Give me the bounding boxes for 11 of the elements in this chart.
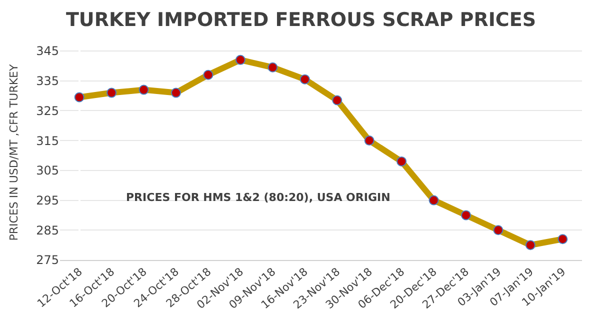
chart-title: TURKEY IMPORTED FERROUS SCRAP PRICES	[66, 9, 536, 32]
y-tick-label: 325	[36, 104, 59, 118]
y-tick-label: 315	[36, 134, 59, 148]
y-tick-label: 285	[36, 223, 59, 238]
y-tick-label: 295	[36, 193, 59, 208]
annotation: PRICES FOR HMS 1&2 (80:20), USA ORIGIN	[126, 191, 390, 204]
y-axis-title: PRICES IN USD/MT ,CFR TURKEY	[8, 64, 21, 241]
y-tick-label: 335	[36, 74, 59, 88]
y-tick-label: 275	[36, 253, 59, 268]
y-tick-label: 305	[36, 164, 59, 178]
y-tick-label: 345	[36, 44, 59, 58]
